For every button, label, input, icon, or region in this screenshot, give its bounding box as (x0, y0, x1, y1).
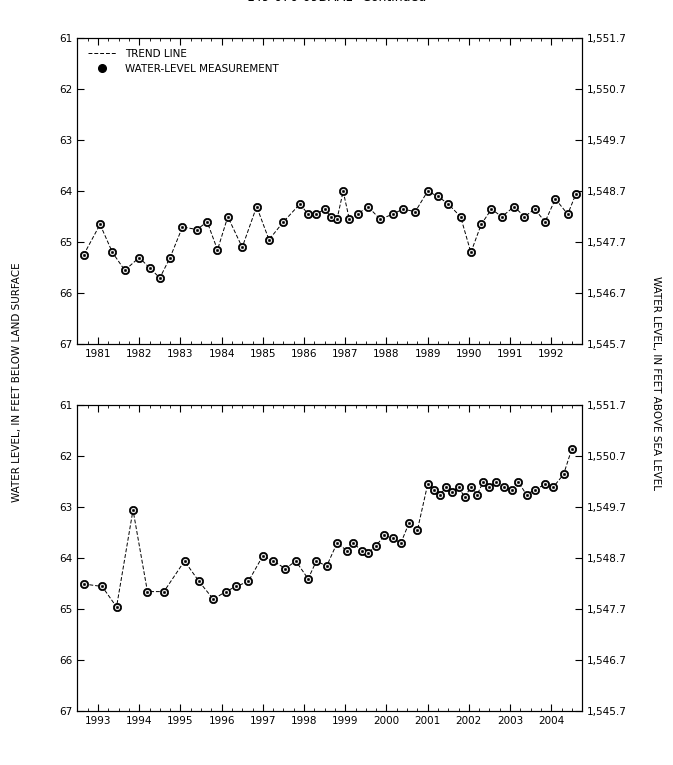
Text: WATER LEVEL, IN FEET BELOW LAND SURFACE: WATER LEVEL, IN FEET BELOW LAND SURFACE (12, 262, 22, 503)
Text: 149-070-09DAA1--Continued: 149-070-09DAA1--Continued (246, 0, 427, 4)
Legend: TREND LINE, WATER-LEVEL MEASUREMENT: TREND LINE, WATER-LEVEL MEASUREMENT (83, 44, 284, 79)
Text: WATER LEVEL, IN FEET ABOVE SEA LEVEL: WATER LEVEL, IN FEET ABOVE SEA LEVEL (651, 275, 661, 490)
